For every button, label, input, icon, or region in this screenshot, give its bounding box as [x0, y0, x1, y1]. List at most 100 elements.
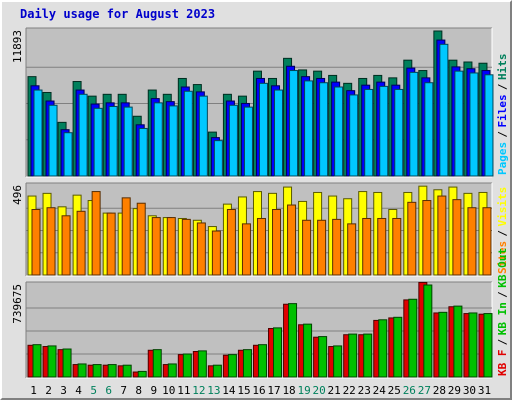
bar-pages — [243, 106, 253, 177]
legend-label: Files — [496, 94, 509, 127]
bar-kb-in — [212, 364, 222, 378]
legend-separator: / — [496, 339, 509, 346]
x-tick-label: 1 — [30, 384, 37, 397]
bar-sites — [407, 201, 417, 276]
bar-sites — [31, 209, 41, 276]
bar-pages — [439, 43, 449, 177]
bar-pages — [364, 88, 374, 177]
legend-label: Sites — [496, 241, 509, 274]
bar-sites — [467, 207, 477, 276]
bar-pages — [108, 106, 118, 177]
bar-sites — [437, 195, 447, 276]
bar-sites — [211, 230, 221, 276]
legend-label: Visits — [496, 187, 509, 227]
x-tick-label: 24 — [373, 384, 387, 397]
x-tick-label: 2 — [45, 384, 52, 397]
x-tick-label: 19 — [297, 384, 310, 397]
bar-sites — [256, 217, 266, 276]
bar-kb-in — [257, 344, 267, 378]
bar-kb-in — [137, 370, 147, 378]
bar-sites — [226, 209, 236, 276]
bar-kb-in — [438, 311, 448, 378]
bar-sites — [287, 204, 297, 276]
bar-kb-in — [122, 364, 132, 378]
y-axis-max-label: 496 — [11, 185, 24, 205]
bar-sites — [166, 217, 176, 276]
bar-sites — [181, 218, 191, 276]
bar-pages — [334, 86, 344, 177]
bar-sites — [347, 223, 357, 276]
bar-kb-in — [333, 345, 343, 378]
x-tick-label: 5 — [90, 384, 97, 397]
x-tick-label: 11 — [177, 384, 190, 397]
legend-label: KB F — [496, 350, 509, 377]
bar-sites — [121, 197, 131, 276]
bar-pages — [138, 127, 148, 177]
bar-kb-in — [227, 354, 237, 378]
bar-pages — [409, 71, 419, 177]
bar-kb-in — [303, 323, 313, 378]
bar-pages — [319, 82, 329, 177]
x-tick-label: 23 — [358, 384, 371, 397]
bar-sites — [151, 217, 161, 276]
bar-kb-in — [273, 327, 283, 378]
x-tick-label: 29 — [448, 384, 461, 397]
x-tick-label: 7 — [120, 384, 127, 397]
bar-kb-in — [92, 364, 102, 378]
x-tick-label: 22 — [343, 384, 356, 397]
bar-pages — [93, 107, 103, 177]
x-tick-label: 30 — [463, 384, 476, 397]
bar-sites — [317, 219, 327, 276]
bar-pages — [78, 93, 88, 177]
bar-kb-in — [378, 319, 388, 378]
bar-kb-in — [182, 353, 192, 378]
bar-kb-in — [32, 344, 42, 378]
bar-kb-in — [318, 336, 328, 378]
x-tick-label: 20 — [313, 384, 326, 397]
bar-pages — [349, 94, 359, 177]
x-tick-label: 18 — [282, 384, 295, 397]
legend-separator: / — [496, 291, 509, 298]
x-tick-label: 28 — [433, 384, 446, 397]
legend-separator: / — [496, 83, 509, 90]
bar-sites — [241, 223, 251, 276]
bar-kb-in — [107, 364, 117, 378]
x-tick-label: 31 — [478, 384, 491, 397]
bar-sites — [362, 217, 372, 276]
x-tick-label: 14 — [222, 384, 236, 397]
bar-sites — [91, 191, 101, 276]
bar-pages — [379, 85, 389, 177]
bar-pages — [153, 102, 163, 177]
bar-sites — [106, 212, 116, 276]
legend-label: Hits — [496, 54, 509, 81]
x-tick-label: 3 — [60, 384, 67, 397]
bar-sites — [332, 218, 342, 276]
bar-kb-in — [393, 316, 403, 378]
bar-pages — [168, 105, 178, 177]
bar-sites — [302, 219, 312, 276]
bar-kb-in — [423, 284, 433, 378]
bar-sites — [482, 207, 492, 276]
bar-kb-in — [167, 363, 177, 378]
bar-sites — [422, 200, 432, 276]
bar-pages — [424, 82, 434, 177]
legend-label: KB In — [496, 302, 509, 335]
bar-pages — [454, 70, 464, 177]
bar-kb-in — [348, 333, 358, 378]
x-tick-label: 13 — [207, 384, 220, 397]
x-tick-label: 10 — [162, 384, 175, 397]
bar-kb-in — [288, 303, 298, 378]
legend-label: KB Out — [496, 248, 509, 288]
bar-kb-in — [363, 333, 373, 378]
bar-sites — [76, 210, 86, 276]
bar-sites — [46, 207, 56, 276]
bar-kb-in — [62, 348, 72, 378]
bar-sites — [392, 217, 402, 276]
x-tick-label: 4 — [75, 384, 82, 397]
x-tick-label: 15 — [237, 384, 250, 397]
bar-pages — [228, 104, 238, 177]
legend-separator: / — [496, 131, 509, 138]
x-tick-label: 16 — [252, 384, 265, 397]
